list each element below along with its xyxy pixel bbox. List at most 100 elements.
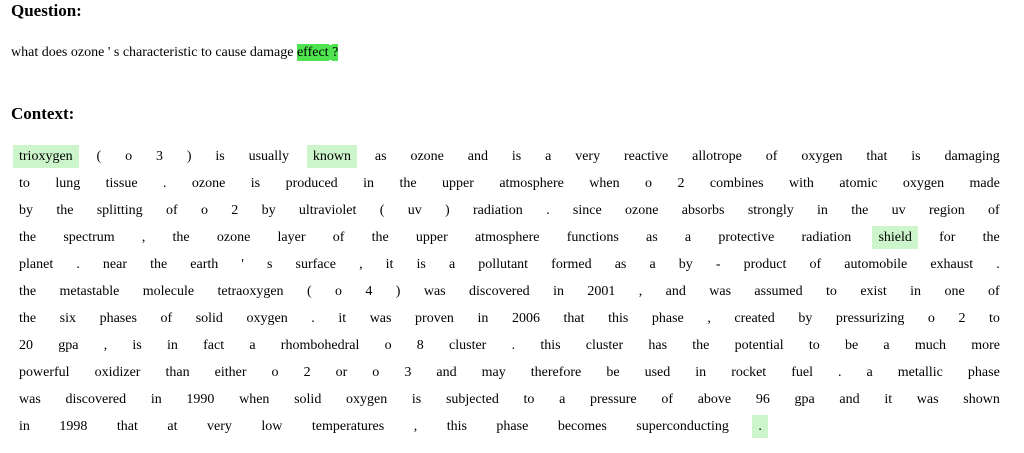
token: ozone <box>624 203 659 218</box>
token: fuel <box>791 365 813 380</box>
token: metastable <box>59 284 120 299</box>
token: near <box>102 257 127 272</box>
token: of <box>661 392 674 407</box>
token: rhombohedral <box>280 338 360 353</box>
token: that <box>866 149 888 164</box>
token: and <box>665 284 686 299</box>
token: it <box>385 257 394 272</box>
token: and <box>436 365 457 380</box>
token: reactive <box>623 149 669 164</box>
highlighted-token: trioxygen <box>13 145 79 168</box>
token: o <box>200 203 208 218</box>
question-heading: Question: <box>11 1 82 20</box>
token: 96 <box>755 392 770 407</box>
token: of <box>332 230 345 245</box>
token: the <box>19 230 37 245</box>
token: shown <box>963 392 1000 407</box>
token: 3 <box>155 149 163 164</box>
token: damaging <box>944 149 1000 164</box>
highlighted-token: effect <box>296 44 329 61</box>
token: is <box>911 149 921 164</box>
token: cluster <box>449 338 487 353</box>
token: earth <box>190 257 219 272</box>
context-line: 20 gpa, is in fact a rhombohedral o 8 cluster. thi… <box>13 332 1006 359</box>
token: gpa <box>58 338 79 353</box>
token: exist <box>860 284 887 299</box>
token: 2 <box>303 365 311 380</box>
token: to <box>200 45 212 60</box>
token: above <box>697 392 732 407</box>
token: the <box>150 257 168 272</box>
token: 2 <box>231 203 239 218</box>
context-line: was discovered in 1990 when solid oxygen is subj… <box>13 386 1006 413</box>
token: as <box>614 257 627 272</box>
token: o <box>645 176 653 191</box>
token: the <box>172 230 190 245</box>
token: . <box>162 176 167 191</box>
token: with <box>789 176 814 191</box>
token: . <box>511 338 516 353</box>
token: spectrum <box>63 230 115 245</box>
highlighted-token: ? <box>332 44 339 61</box>
token: was <box>709 284 732 299</box>
token: to <box>989 311 1000 326</box>
token: planet <box>19 257 54 272</box>
token: a <box>684 230 692 245</box>
token: a <box>649 257 656 272</box>
token: what <box>11 45 39 60</box>
token: this <box>540 338 561 353</box>
token: this <box>608 311 629 326</box>
token: . <box>76 257 80 272</box>
token: oxygen <box>801 149 843 164</box>
token: pressure <box>590 392 637 407</box>
token: 1998 <box>59 419 88 434</box>
token: surface <box>295 257 336 272</box>
token: 2006 <box>511 311 540 326</box>
token: or <box>335 365 348 380</box>
token: of <box>988 203 1000 218</box>
token: ( <box>306 284 312 299</box>
token: tissue <box>105 176 138 191</box>
token: a <box>866 365 873 380</box>
token: to <box>523 392 535 407</box>
token: has <box>648 338 668 353</box>
token: cluster <box>585 338 624 353</box>
token: was <box>423 284 446 299</box>
token: oxygen <box>902 176 945 191</box>
token: in <box>477 311 489 326</box>
token: much <box>914 338 946 353</box>
token: characteristic <box>122 45 198 60</box>
token: when <box>239 392 270 407</box>
token: the <box>851 203 869 218</box>
highlighted-token: shield <box>872 226 918 249</box>
token: discovered <box>469 284 530 299</box>
token: the <box>56 203 74 218</box>
token: usually <box>248 149 290 164</box>
token: of <box>809 257 822 272</box>
token: since <box>572 203 602 218</box>
token: radiation <box>801 230 852 245</box>
token: atomic <box>839 176 878 191</box>
token: 2001 <box>587 284 616 299</box>
token: is <box>215 149 225 164</box>
token: product <box>743 257 787 272</box>
token: by <box>19 203 33 218</box>
token: that <box>563 311 585 326</box>
token: cause <box>215 45 247 60</box>
highlighted-token: known <box>306 145 358 168</box>
token: it <box>884 392 893 407</box>
token: by <box>261 203 276 218</box>
token: is <box>511 149 522 164</box>
token: was <box>916 392 939 407</box>
token: the <box>982 230 1000 245</box>
token: and <box>839 392 860 407</box>
context-passage: trioxygen(o 3) is usually known as ozone and is a… <box>13 143 1006 440</box>
token: made <box>969 176 1000 191</box>
token: 8 <box>416 338 424 353</box>
token: produced <box>285 176 338 191</box>
token: , <box>638 284 643 299</box>
token: formed <box>551 257 592 272</box>
token: molecule <box>142 284 195 299</box>
token: o <box>927 311 935 326</box>
token: splitting <box>96 203 143 218</box>
